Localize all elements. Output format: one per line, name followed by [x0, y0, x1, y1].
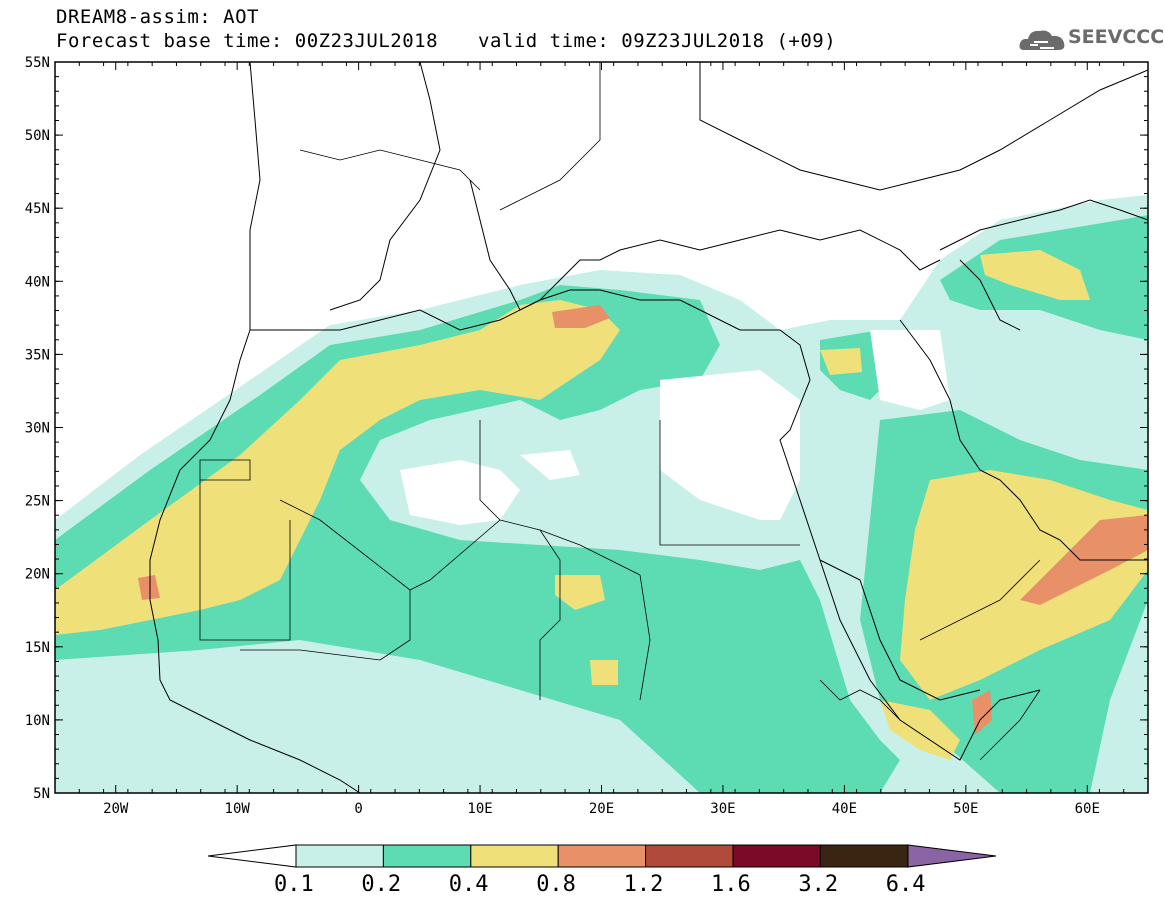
lat-label: 50N: [25, 128, 50, 144]
forecast-base-time: Forecast base time: 00Z23JUL2018: [56, 30, 439, 52]
aot-field: [55, 62, 1148, 793]
lat-label: 5N: [33, 786, 50, 802]
colorbar-label: 0.2: [361, 872, 402, 897]
tick-marks: [54, 61, 1149, 794]
colorbar-label: 1.2: [623, 872, 664, 897]
colorbar-swatches: [295, 844, 909, 868]
lat-label: 40N: [25, 274, 50, 290]
lat-label: 15N: [25, 640, 50, 656]
colorbar-high-arrow: [907, 844, 997, 868]
coastlines: [149, 62, 1148, 793]
lon-label: 20W: [103, 801, 129, 817]
lat-axis-labels: 55N 50N 45N 40N 35N 30N 25N 20N 15N 10N 5N: [25, 55, 50, 802]
lat-label: 55N: [25, 55, 50, 71]
colorbar-swatch: [557, 844, 647, 868]
colorbar: [207, 844, 997, 868]
lat-label: 20N: [25, 567, 50, 583]
lat-label: 10N: [25, 713, 50, 729]
colorbar-swatch: [382, 844, 472, 868]
valid-time: valid time: 09Z23JUL2018 (+09): [478, 30, 837, 52]
colorbar-label: 1.6: [711, 872, 751, 897]
cloud-icon: [1019, 30, 1065, 50]
colorbar-label: 6.4: [885, 872, 926, 897]
lat-label: 45N: [25, 201, 50, 217]
colorbar-label: 3.2: [798, 872, 839, 897]
lon-label: 40E: [832, 801, 857, 817]
colorbar-swatch: [295, 844, 384, 868]
lon-label: 10E: [467, 801, 492, 817]
lon-label: 20E: [589, 801, 614, 817]
lat-label: 25N: [25, 494, 50, 510]
lon-label: 60E: [1075, 801, 1100, 817]
colorbar-label: 0.4: [448, 872, 489, 897]
colorbar-label: 0.8: [536, 872, 576, 897]
colorbar-swatch: [732, 844, 821, 868]
map-title: DREAM8-assim: AOT: [56, 6, 259, 28]
colorbar-swatch: [470, 844, 559, 868]
lon-label: 30E: [710, 801, 735, 817]
colorbar-label: 0.1: [274, 872, 314, 897]
colorbar-swatch: [819, 844, 909, 868]
aot-band-0-4: [55, 250, 1148, 760]
aot-clear-areas: [400, 330, 950, 525]
colorbar-swatch: [645, 844, 734, 868]
lat-label: 30N: [25, 421, 50, 437]
logo-text: SEEVCCC: [1068, 26, 1165, 48]
lon-label: 10W: [225, 801, 251, 817]
colorbar-low-arrow: [207, 844, 297, 868]
lon-label: 50E: [953, 801, 978, 817]
country-borders: [199, 62, 1041, 761]
lat-label: 35N: [25, 347, 50, 363]
lon-axis-labels: 20W 10W 0 10E 20E 30E 40E 50E 60E: [103, 801, 1100, 817]
lon-label: 0: [354, 801, 362, 817]
